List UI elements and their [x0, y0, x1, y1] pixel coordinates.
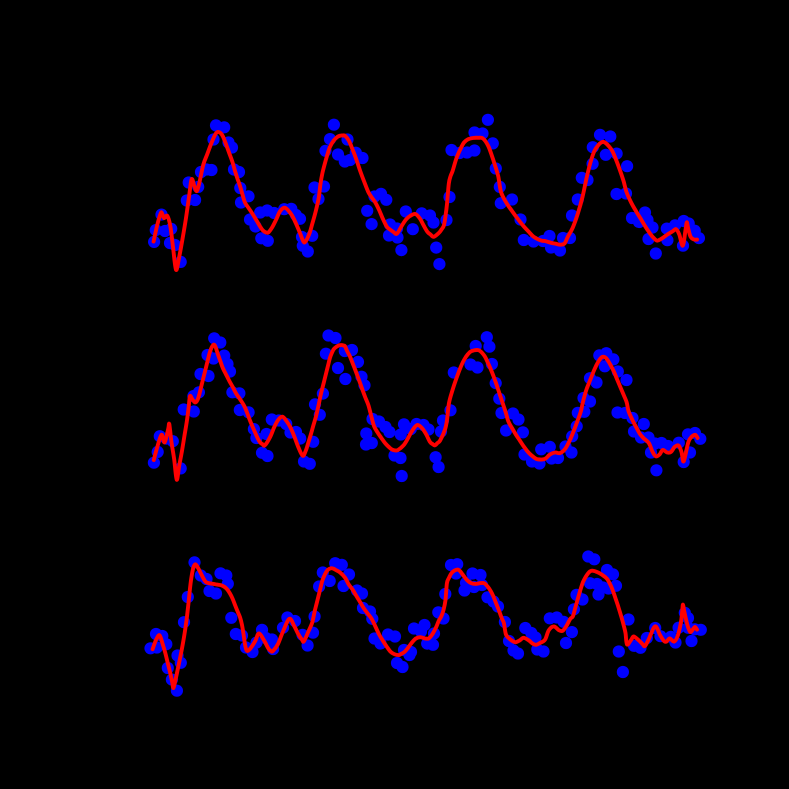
panel-bottom [144, 550, 707, 697]
data-point [543, 229, 556, 243]
data-point [265, 633, 279, 646]
data-point [301, 245, 314, 258]
data-point [395, 244, 408, 257]
data-point [427, 216, 440, 229]
data-point [187, 405, 200, 418]
data-point [474, 568, 487, 582]
data-point [481, 113, 494, 126]
data-point [599, 148, 612, 161]
data-point [593, 128, 607, 141]
data-point [308, 181, 321, 194]
data-point [505, 193, 519, 206]
data-point [620, 373, 633, 387]
data-point [356, 151, 369, 165]
data-point [616, 665, 630, 679]
data-point [511, 647, 525, 660]
data-point [394, 451, 407, 465]
data-point [606, 568, 620, 581]
data-point [406, 223, 419, 236]
panel-middle [147, 329, 707, 483]
data-point [610, 187, 623, 201]
data-point [694, 623, 707, 636]
data-point [261, 449, 274, 463]
data-point [458, 584, 471, 597]
smooth-curve [151, 129, 699, 272]
data-point [517, 233, 530, 247]
data-point [303, 457, 316, 470]
data-point [590, 376, 603, 389]
data-point [543, 440, 556, 453]
data-point [395, 469, 408, 483]
data-point [205, 163, 218, 177]
data-point [418, 618, 431, 632]
data-point [468, 144, 481, 157]
data-point [335, 558, 348, 571]
data-point [147, 456, 160, 469]
smooth-curve [151, 342, 700, 482]
data-point [365, 218, 378, 231]
data-point [529, 631, 542, 644]
data-point [583, 395, 597, 408]
data-point [480, 331, 493, 344]
data-point [604, 130, 617, 143]
data-point [621, 160, 634, 173]
data-point [388, 630, 402, 643]
data-point [430, 241, 443, 254]
data-point [189, 193, 202, 207]
data-point [323, 574, 336, 588]
data-point [327, 118, 340, 131]
data-point [329, 331, 342, 345]
data-point [592, 588, 605, 601]
data-point [685, 634, 698, 648]
data-point [612, 645, 625, 658]
data-point [537, 645, 550, 658]
data-point [360, 427, 373, 440]
data-point [516, 426, 530, 439]
data-point [500, 424, 513, 437]
data-point [261, 234, 274, 247]
data-point [225, 611, 238, 624]
data-point [650, 464, 663, 477]
data-point [218, 121, 231, 134]
data-point [565, 446, 578, 459]
data-point [361, 204, 374, 217]
data-point [426, 638, 440, 651]
data-point [649, 247, 662, 260]
data-point [512, 413, 525, 426]
panel-top [148, 113, 706, 272]
data-point [380, 193, 393, 206]
data-point [553, 244, 567, 257]
data-point [394, 428, 407, 441]
data-point [331, 361, 345, 375]
data-point [396, 660, 409, 674]
data-point [433, 258, 446, 271]
data-point [588, 553, 601, 566]
data-point [365, 436, 378, 450]
data-point [451, 558, 464, 571]
data-point [383, 425, 396, 439]
data-point [637, 417, 650, 431]
data-point [559, 636, 573, 650]
data-point [483, 340, 496, 353]
smooth-curve [150, 562, 699, 690]
data-point [432, 460, 445, 474]
data-point [622, 613, 635, 626]
data-point [565, 626, 579, 639]
data-point [339, 372, 352, 386]
data-point [214, 336, 227, 349]
data-point [209, 587, 223, 600]
data-point [429, 451, 442, 464]
data-point [471, 361, 484, 374]
data-point [551, 451, 565, 465]
